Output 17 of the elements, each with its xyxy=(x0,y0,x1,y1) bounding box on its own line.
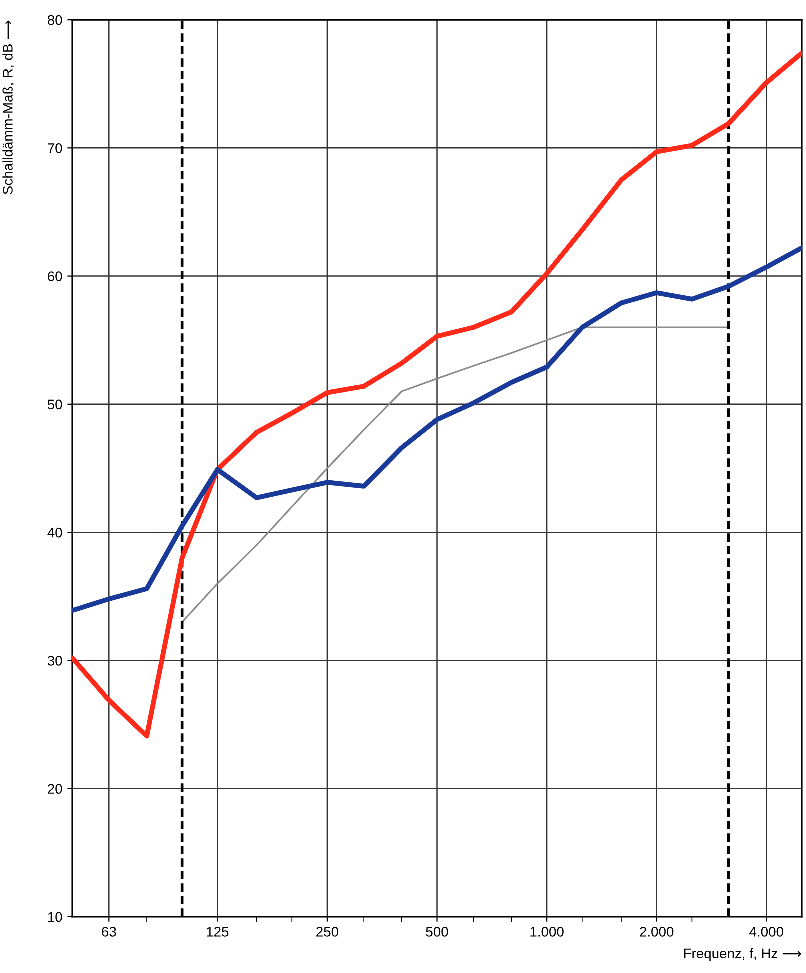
y-tick-label: 60 xyxy=(48,272,62,282)
x-tick-label: 2.000 xyxy=(640,927,674,937)
y-axis-title: Schalldämm-Maß, R, dB ⟶ xyxy=(2,20,15,194)
y-tick-label: 70 xyxy=(48,144,62,154)
y-tick-label: 40 xyxy=(48,528,62,538)
y-tick-label: 80 xyxy=(48,15,62,26)
x-tick-label: 1.000 xyxy=(530,927,564,937)
x-tick-label: 250 xyxy=(316,927,339,937)
x-tick-label: 500 xyxy=(426,927,448,937)
x-axis-title: Frequenz, f, Hz ⟶ xyxy=(684,948,802,962)
y-tick-label: 50 xyxy=(48,400,62,410)
x-tick-label: 63 xyxy=(102,927,116,937)
x-tick-label: 125 xyxy=(207,927,229,937)
x-tick-label: 4.000 xyxy=(750,927,784,937)
y-tick-label: 30 xyxy=(48,656,62,666)
y-tick-label: 10 xyxy=(48,912,62,922)
y-tick-label: 20 xyxy=(48,784,62,794)
